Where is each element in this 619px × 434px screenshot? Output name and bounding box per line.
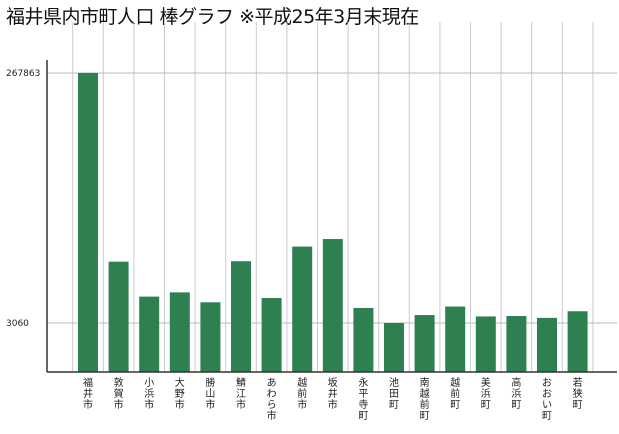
x-tick-label: 越前市 <box>297 376 307 411</box>
x-tick-label: 坂井市 <box>328 377 338 411</box>
x-tick-label: 勝山市 <box>205 376 215 411</box>
bar <box>567 311 588 372</box>
bar <box>231 261 251 372</box>
x-tick-label: 美浜町 <box>481 376 491 411</box>
x-tick-label: 池田町 <box>389 376 399 411</box>
bar <box>322 239 343 372</box>
x-tick-label: 若狭町 <box>573 376 583 411</box>
bar <box>139 296 160 372</box>
x-tick-label: 敦賀市 <box>114 376 124 411</box>
x-tick-label: あわら市 <box>267 377 277 422</box>
bar <box>353 307 374 372</box>
axes <box>46 60 617 373</box>
x-tick-label: 鯖江市 <box>236 376 246 411</box>
bar <box>537 317 557 372</box>
bar <box>108 261 129 372</box>
bar <box>384 323 404 372</box>
bar <box>292 246 313 372</box>
x-tick-label: おおい町 <box>542 377 552 422</box>
gridlines <box>47 22 617 372</box>
bar <box>445 306 466 372</box>
bar <box>200 302 221 372</box>
x-tick-label: 大野市 <box>175 376 185 411</box>
bar <box>78 73 98 372</box>
y-tick-label: 267863 <box>6 69 40 79</box>
x-tick-label: 南越前町 <box>420 376 430 422</box>
x-tick-labels: 福井市 敦賀市 小浜市 大野市 勝山市 鯖江市 あわら市 越前市 坂井市 永平寺町 池田町 南越前町 越… <box>83 376 583 422</box>
bar <box>475 316 496 372</box>
x-tick-label: 小浜市 <box>144 377 154 411</box>
y-tick-label: 3060 <box>6 319 29 329</box>
x-tick-label: 越前町 <box>450 376 460 411</box>
bars <box>78 73 588 372</box>
bar <box>506 315 527 372</box>
y-tick-labels: 267863 3060 <box>6 69 40 329</box>
x-tick-label: 永平寺町 <box>358 376 368 422</box>
bar <box>414 315 435 372</box>
chart-title: 福井県内市町人口 棒グラフ ※平成25年3月末現在 <box>6 6 419 28</box>
x-tick-label: 高浜町 <box>511 376 521 411</box>
bar <box>261 298 282 372</box>
x-tick-label: 福井市 <box>83 376 93 411</box>
bar <box>169 292 190 372</box>
